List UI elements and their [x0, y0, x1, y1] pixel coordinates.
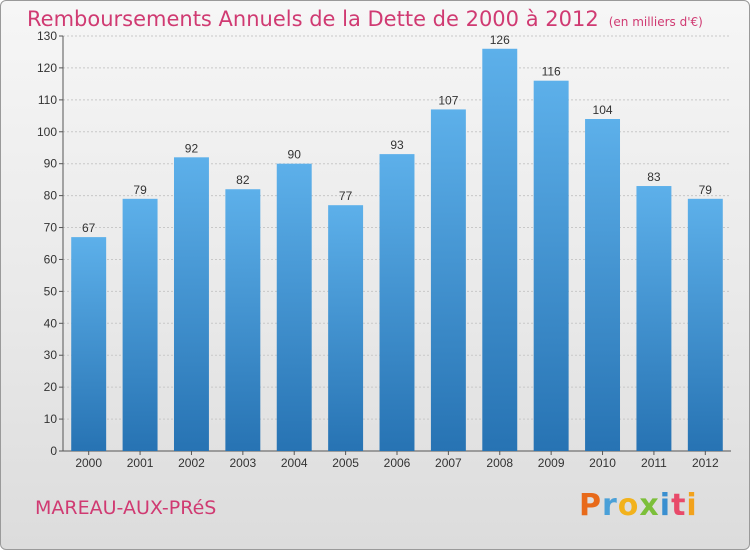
y-tick-label: 70 [44, 221, 58, 235]
data-label: 116 [542, 65, 561, 79]
x-tick-label: 2001 [127, 456, 154, 470]
chart-unit: (en milliers d'€) [608, 15, 703, 29]
bar [276, 163, 312, 451]
data-label: 79 [699, 183, 713, 197]
data-label: 92 [185, 141, 199, 155]
x-tick-label: 2002 [178, 456, 205, 470]
bar [173, 157, 209, 452]
bar [482, 48, 518, 452]
data-label: 77 [339, 189, 353, 203]
data-label: 83 [647, 170, 661, 184]
logo-letter: P [579, 488, 602, 523]
bar [71, 237, 107, 451]
x-tick-label: 2010 [589, 456, 616, 470]
y-tick-label: 110 [38, 93, 57, 107]
y-tick-label: 60 [44, 252, 58, 266]
bar [533, 80, 569, 451]
axes: 0 10 20 30 40 50 60 70 80 90 100 110 120 130 [37, 29, 731, 458]
x-tick-label: 2011 [641, 456, 667, 470]
bar [328, 205, 364, 451]
x-tick-label: 2006 [384, 456, 411, 470]
data-label: 104 [593, 103, 613, 117]
y-tick-label: 90 [44, 157, 58, 171]
x-tick-label: 2000 [75, 456, 102, 470]
logo-letter: i [686, 488, 698, 523]
y-tick-label: 80 [44, 189, 58, 203]
logo-letter: i [659, 488, 672, 523]
y-tick-label: 50 [44, 284, 58, 298]
data-label: 90 [288, 148, 302, 162]
y-tick-label: 100 [37, 125, 57, 139]
data-label: 79 [133, 183, 147, 197]
commune-name: MAREAU-AUX-PRéS [35, 497, 217, 519]
bar [122, 198, 158, 451]
labels: 67 2000 79 2001 92 2002 82 2003 90 2004 77 2005 93 20… [75, 33, 719, 470]
y-tick-label: 30 [44, 348, 58, 362]
bar [636, 186, 672, 452]
x-tick-label: 2008 [486, 456, 513, 470]
y-tick-label: 0 [50, 444, 57, 458]
x-tick-label: 2012 [692, 456, 719, 470]
x-tick-label: 2003 [229, 456, 256, 470]
chart-title-text: Remboursements Annuels de la Dette de 20… [27, 7, 599, 31]
data-label: 67 [82, 221, 96, 235]
bars [71, 48, 723, 452]
x-tick-label: 2005 [332, 456, 359, 470]
logo-letter: t [671, 488, 687, 523]
x-tick-label: 2004 [281, 456, 308, 470]
logo-letter: r [602, 488, 618, 523]
logo-letter: x [639, 488, 660, 523]
proxiti-logo: Proxiti [579, 488, 698, 523]
bar [430, 109, 466, 451]
logo-letter: o [617, 488, 640, 523]
data-label: 82 [236, 173, 250, 187]
chart-title: Remboursements Annuels de la Dette de 20… [27, 7, 703, 31]
y-tick-label: 20 [44, 380, 58, 394]
y-tick-label: 120 [37, 61, 57, 75]
y-tick-label: 10 [44, 412, 58, 426]
y-tick-label: 40 [44, 316, 58, 330]
bar [225, 189, 261, 451]
y-tick-label: 130 [37, 29, 57, 43]
x-tick-label: 2009 [538, 456, 565, 470]
bar [379, 154, 415, 451]
bar [687, 198, 723, 451]
data-label: 126 [490, 33, 510, 47]
data-label: 107 [438, 93, 458, 107]
x-tick-label: 2007 [435, 456, 462, 470]
bar [585, 119, 621, 451]
data-label: 93 [390, 138, 404, 152]
